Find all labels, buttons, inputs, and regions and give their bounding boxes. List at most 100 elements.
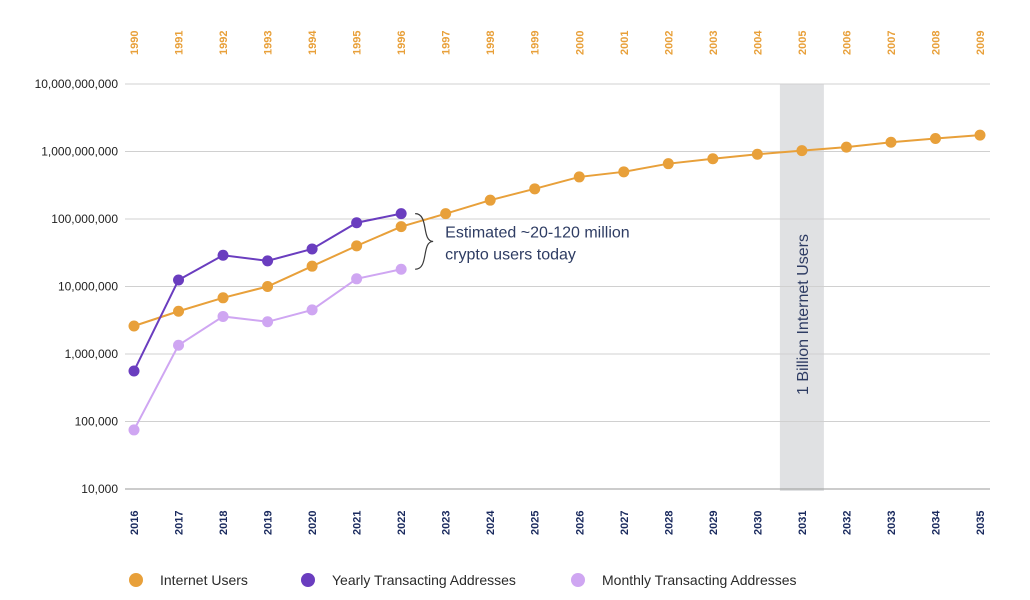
x-top-tick-label: 2006 (841, 31, 853, 55)
y-tick-label: 100,000 (75, 415, 119, 429)
annotation-estimate: Estimated ~20-120 million crypto users t… (445, 224, 634, 263)
data-point (707, 153, 719, 165)
data-point (262, 281, 274, 292)
y-tick-label: 10,000,000 (58, 280, 118, 294)
x-tick-label: 2026 (574, 511, 586, 535)
x-top-tick-label: 1991 (174, 31, 186, 55)
legend-label: Yearly Transacting Addresses (332, 572, 516, 588)
data-point (796, 145, 808, 157)
data-point (573, 171, 585, 183)
x-tick-label: 2033 (886, 511, 898, 535)
y-tick-label: 10,000 (81, 482, 118, 496)
x-top-tick-label: 1995 (352, 31, 364, 55)
x-tick-label: 2024 (485, 510, 497, 535)
data-point (173, 339, 185, 351)
x-tick-label: 2019 (263, 511, 275, 535)
legend-label: Internet Users (160, 572, 248, 588)
data-point (974, 129, 986, 141)
legend: Internet Users Yearly Transacting Address… (129, 572, 797, 588)
x-tick-label: 2025 (530, 511, 542, 535)
x-top-tick-label: 1998 (485, 31, 497, 55)
data-point (173, 305, 185, 317)
x-top-tick-label: 2002 (663, 31, 675, 55)
x-top-tick-label: 2005 (797, 31, 809, 55)
series-line-0 (133, 134, 981, 327)
legend-marker (571, 573, 585, 587)
data-point (484, 194, 496, 206)
legend-marker (301, 573, 315, 587)
legend-label: Monthly Transacting Addresses (602, 572, 797, 588)
y-tick-label: 10,000,000,000 (35, 77, 119, 91)
data-point (751, 148, 763, 160)
x-tick-label: 2030 (752, 511, 764, 535)
data-point (885, 136, 897, 148)
x-top-tick-label: 2001 (619, 31, 631, 55)
y-axis-ticks: 10,000 100,000 1,000,000 10,000,000 100,000,… (35, 77, 119, 496)
data-point (618, 166, 630, 178)
x-axis-top-ticks: 1990 1991 1992 1993 1994 1995 1996 1997 1998 1999… (129, 30, 987, 55)
x-top-tick-label: 2004 (752, 30, 764, 55)
data-point (306, 243, 318, 255)
x-tick-label: 2018 (218, 511, 230, 535)
x-top-tick-label: 2007 (886, 31, 898, 55)
y-tick-label: 1,000,000,000 (41, 145, 118, 159)
x-top-tick-label: 1997 (441, 31, 453, 55)
x-tick-label: 2035 (975, 511, 987, 535)
x-top-tick-label: 2000 (574, 31, 586, 55)
x-tick-label: 2031 (797, 511, 809, 535)
data-point (306, 304, 318, 316)
x-tick-label: 2022 (396, 511, 408, 535)
data-point (395, 263, 407, 275)
data-point (217, 292, 229, 304)
x-tick-label: 2020 (307, 511, 319, 535)
x-top-tick-label: 1999 (530, 31, 542, 55)
y-tick-label: 100,000,000 (51, 212, 118, 226)
y-tick-label: 1,000,000 (65, 347, 119, 361)
data-point (351, 217, 363, 229)
x-tick-label: 2034 (930, 510, 942, 535)
x-tick-label: 2023 (441, 511, 453, 535)
data-point (440, 208, 452, 220)
band-label: 1 Billion Internet Users (795, 234, 812, 395)
x-top-tick-label: 1993 (263, 31, 275, 55)
x-tick-label: 2027 (619, 511, 631, 535)
x-axis-bottom-ticks: 2016 2017 2018 2019 2020 2021 2022 2023 2024 2025… (129, 510, 987, 535)
data-point (395, 221, 407, 233)
x-tick-label: 2021 (352, 511, 364, 535)
data-point (128, 424, 140, 436)
x-top-tick-label: 1996 (396, 31, 408, 55)
data-point (662, 158, 674, 170)
x-top-tick-label: 2008 (930, 31, 942, 55)
series-line-2 (133, 268, 402, 431)
x-tick-label: 2017 (174, 511, 186, 535)
series-layer (128, 129, 986, 436)
data-point (306, 260, 318, 272)
annotation-line-2: crypto users today (445, 246, 576, 263)
data-point (351, 273, 363, 285)
x-top-tick-label: 2003 (708, 31, 720, 55)
data-point (128, 365, 140, 377)
data-point (217, 249, 229, 261)
data-point (128, 320, 140, 332)
legend-marker (129, 573, 143, 587)
x-top-tick-label: 1990 (129, 31, 141, 55)
data-point (840, 141, 852, 153)
x-top-tick-label: 1994 (307, 30, 319, 55)
x-top-tick-label: 2009 (975, 31, 987, 55)
data-point (173, 274, 185, 286)
x-top-tick-label: 1992 (218, 31, 230, 55)
data-point (262, 255, 274, 267)
data-point (262, 316, 274, 328)
annotation-line-1: Estimated ~20-120 million (445, 224, 630, 241)
data-point (395, 208, 407, 220)
x-tick-label: 2016 (129, 511, 141, 535)
x-tick-label: 2032 (841, 511, 853, 535)
data-point (529, 183, 541, 195)
x-tick-label: 2028 (663, 511, 675, 535)
data-point (217, 310, 229, 322)
x-tick-label: 2029 (708, 511, 720, 535)
data-point (351, 240, 363, 252)
data-point (929, 132, 941, 144)
